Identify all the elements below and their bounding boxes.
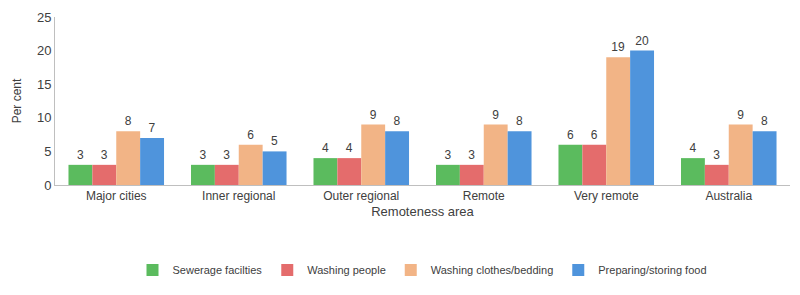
- svg-text:19: 19: [611, 40, 625, 54]
- svg-text:8: 8: [761, 114, 768, 128]
- svg-text:Sewerage facilties: Sewerage facilties: [173, 264, 263, 276]
- svg-text:Preparing/storing food: Preparing/storing food: [598, 264, 706, 276]
- svg-text:7: 7: [149, 121, 156, 135]
- svg-text:Very remote: Very remote: [574, 189, 639, 203]
- svg-text:Inner regional: Inner regional: [202, 189, 275, 203]
- svg-text:10: 10: [37, 110, 51, 125]
- svg-text:6: 6: [247, 128, 254, 142]
- svg-text:Outer regional: Outer regional: [323, 189, 399, 203]
- svg-text:3: 3: [444, 148, 451, 162]
- svg-text:9: 9: [370, 108, 377, 122]
- svg-text:3: 3: [77, 148, 84, 162]
- svg-text:25: 25: [37, 10, 51, 25]
- svg-text:20: 20: [635, 34, 649, 48]
- svg-text:8: 8: [516, 114, 523, 128]
- svg-text:3: 3: [101, 148, 108, 162]
- svg-text:Washing clothes/bedding: Washing clothes/bedding: [431, 264, 554, 276]
- svg-text:5: 5: [44, 144, 51, 159]
- svg-text:3: 3: [199, 148, 206, 162]
- svg-text:0: 0: [44, 178, 51, 193]
- svg-text:3: 3: [223, 148, 230, 162]
- svg-text:Major cities: Major cities: [86, 189, 147, 203]
- svg-text:Remote: Remote: [463, 189, 505, 203]
- svg-text:9: 9: [492, 108, 499, 122]
- svg-text:9: 9: [737, 108, 744, 122]
- svg-text:4: 4: [322, 141, 329, 155]
- svg-text:4: 4: [689, 141, 696, 155]
- svg-text:Remoteness area: Remoteness area: [371, 204, 474, 219]
- svg-text:15: 15: [37, 77, 51, 92]
- svg-text:3: 3: [468, 148, 475, 162]
- svg-text:20: 20: [37, 43, 51, 58]
- svg-text:Australia: Australia: [705, 189, 752, 203]
- svg-text:5: 5: [271, 134, 278, 148]
- svg-text:4: 4: [346, 141, 353, 155]
- svg-text:Per cent: Per cent: [10, 78, 24, 123]
- svg-text:8: 8: [125, 114, 132, 128]
- svg-text:Washing people: Washing people: [307, 264, 385, 276]
- svg-text:8: 8: [394, 114, 401, 128]
- svg-text:3: 3: [713, 148, 720, 162]
- svg-text:6: 6: [591, 128, 598, 142]
- svg-text:6: 6: [567, 128, 574, 142]
